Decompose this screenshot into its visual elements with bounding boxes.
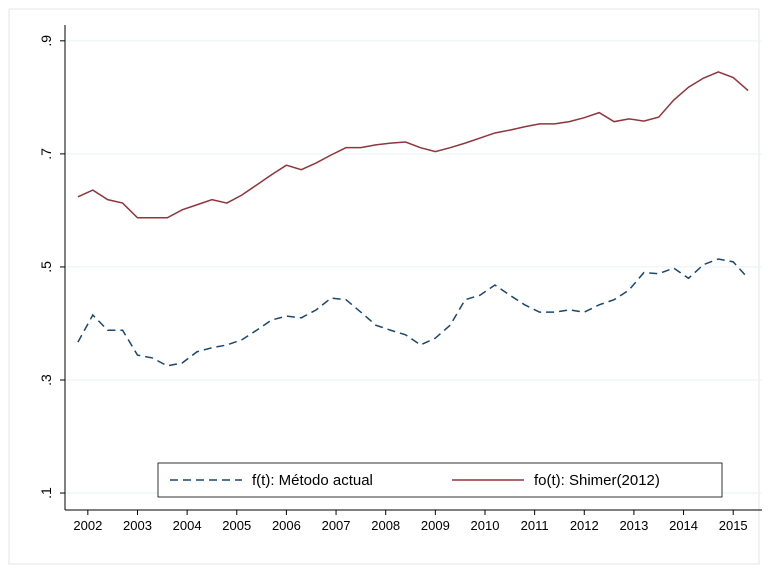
x-tick-label: 2010 (471, 518, 500, 533)
x-tick-label: 2011 (521, 518, 549, 533)
legend-label: fo(t): Shimer(2012) (534, 472, 660, 489)
legend-box (157, 462, 723, 498)
y-tick-label: .5 (38, 261, 54, 273)
x-tick-label: 2009 (421, 518, 450, 533)
y-tick-label: .9 (38, 35, 54, 47)
x-tick-label: 2007 (322, 518, 351, 533)
y-tick-label: .7 (38, 148, 54, 160)
y-tick-label: .1 (38, 487, 54, 499)
x-tick-label: 2015 (719, 518, 748, 533)
series-line (77, 71, 749, 219)
x-tick-label: 2003 (123, 518, 152, 533)
x-tick-label: 2006 (272, 518, 301, 533)
x-tick-label: 2002 (73, 518, 102, 533)
x-tick-label: 2005 (222, 518, 251, 533)
x-tick-label: 2008 (371, 518, 400, 533)
series-line (77, 258, 749, 367)
legend-label: f(t): Método actual (252, 472, 373, 489)
y-tick-label: .3 (38, 374, 54, 386)
x-tick-label: 2012 (570, 518, 599, 533)
x-tick-label: 2014 (669, 518, 698, 533)
x-tick-label: 2004 (173, 518, 202, 533)
x-tick-label: 2013 (619, 518, 648, 533)
